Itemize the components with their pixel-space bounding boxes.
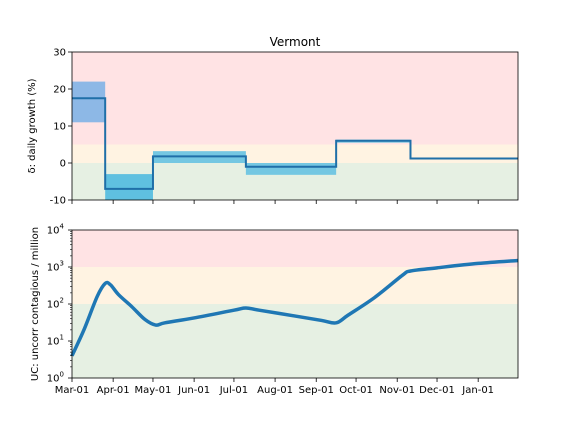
bottom-ytick-label: 100 [47,371,64,385]
xtick-label: Mar-01 [55,385,90,396]
xtick-label: Dec-01 [419,385,455,396]
top-ytick-label: 30 [53,48,66,59]
xtick-label: Aug-01 [257,385,293,396]
zone-amber [72,144,518,163]
xtick-label: Sep-01 [299,385,334,396]
xtick-label: Apr-01 [97,385,130,396]
bottom-ytick-label: 101 [47,334,64,348]
bottom-ytick-label: 103 [47,260,64,274]
growth-step-line [72,97,518,190]
top-ytick-label: 0 [60,159,66,170]
contagious-line [70,258,519,357]
uncertainty-band [245,163,337,175]
xtick-label: Jan-01 [461,385,494,396]
growth-rate-panel: -10 0 10 20 30 [50,48,519,207]
xtick-label: Jun-01 [177,385,210,396]
contagious-panel: 100 101 102 103 104 Mar-01 Apr-01 May-01 Jun-01 J… [47,223,519,396]
top-ytick-label: 10 [53,122,66,133]
zone-amber [72,267,518,304]
top-ytick-label: -10 [50,196,66,207]
uncertainty-band [105,174,153,200]
top-ytick-label: 20 [53,85,66,96]
zone-red [72,52,518,145]
top-ylabel: δ: daily growth (%) [27,78,38,173]
uncertainty-band [72,81,106,123]
xtick-label: Nov-01 [379,385,415,396]
xtick-label: May-01 [135,385,172,396]
zone-red [72,230,518,267]
xtick-label: Oct-01 [339,385,373,396]
bottom-ytick-label: 102 [47,297,64,311]
chart-title: Vermont [270,35,321,49]
bottom-ylabel: UC: uncorr contagious / million [30,227,41,381]
bottom-ytick-label: 104 [47,223,65,237]
xtick-label: Jul-01 [219,385,248,396]
